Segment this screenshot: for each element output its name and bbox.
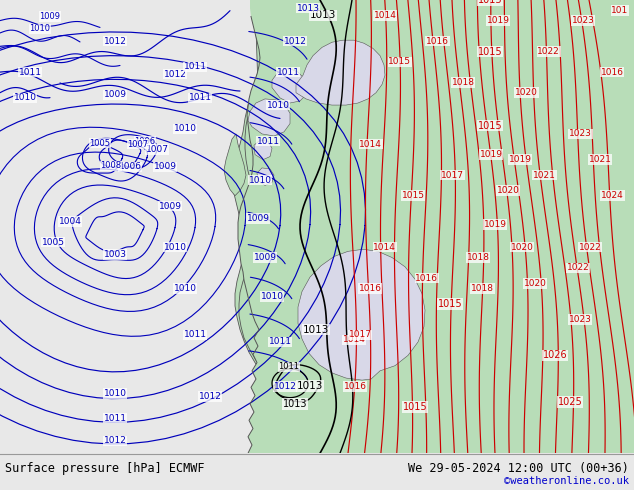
- Polygon shape: [238, 0, 634, 453]
- Text: 1022: 1022: [538, 47, 560, 56]
- Text: 1016: 1016: [426, 37, 449, 46]
- Text: 1016: 1016: [415, 273, 438, 283]
- Text: 1015: 1015: [388, 57, 411, 66]
- Text: 1014: 1014: [373, 11, 396, 20]
- Text: 1010: 1010: [13, 94, 37, 102]
- Text: 1019: 1019: [486, 16, 510, 25]
- Text: 1023: 1023: [571, 16, 594, 25]
- Text: 1013: 1013: [283, 399, 307, 409]
- Polygon shape: [248, 99, 290, 136]
- Polygon shape: [254, 140, 272, 160]
- Text: 1006: 1006: [119, 162, 141, 171]
- Text: 1004: 1004: [58, 217, 81, 226]
- Text: 1010: 1010: [164, 243, 186, 252]
- Text: 1022: 1022: [579, 243, 602, 252]
- Text: 1005: 1005: [89, 139, 110, 147]
- Text: 1010: 1010: [174, 124, 197, 133]
- Text: 1020: 1020: [524, 279, 547, 288]
- Text: 1013: 1013: [297, 381, 323, 392]
- Text: 1016: 1016: [344, 382, 366, 391]
- Text: 1011: 1011: [278, 362, 299, 371]
- Text: 1010: 1010: [261, 292, 283, 301]
- Text: 1021: 1021: [588, 155, 611, 164]
- Text: 101: 101: [611, 6, 629, 15]
- Text: 1014: 1014: [359, 140, 382, 149]
- Text: 1011: 1011: [183, 62, 207, 72]
- Text: 1026: 1026: [543, 350, 567, 360]
- Text: 1016: 1016: [600, 68, 623, 76]
- Text: 1011: 1011: [276, 68, 299, 76]
- Text: 1012: 1012: [283, 37, 306, 46]
- Text: 1006: 1006: [134, 137, 155, 146]
- Text: 1023: 1023: [569, 315, 592, 324]
- Text: 1011: 1011: [269, 338, 292, 346]
- Polygon shape: [272, 68, 308, 103]
- Text: 1021: 1021: [533, 171, 556, 180]
- Text: 1020: 1020: [515, 88, 538, 97]
- Text: 1007: 1007: [145, 145, 169, 154]
- Text: 1011: 1011: [183, 330, 207, 339]
- Text: 1011: 1011: [188, 94, 212, 102]
- Text: ©weatheronline.co.uk: ©weatheronline.co.uk: [504, 476, 629, 486]
- Text: 1010: 1010: [30, 24, 51, 33]
- Text: 1015: 1015: [477, 47, 502, 56]
- Text: 1019: 1019: [484, 220, 507, 229]
- Text: 1010: 1010: [103, 389, 127, 398]
- Text: 1022: 1022: [567, 263, 590, 272]
- Text: 1009: 1009: [247, 214, 269, 223]
- Polygon shape: [257, 168, 274, 185]
- Text: We 29-05-2024 12:00 UTC (00+36): We 29-05-2024 12:00 UTC (00+36): [408, 462, 629, 475]
- Text: 1016: 1016: [358, 284, 382, 293]
- Text: 1013: 1013: [303, 325, 329, 335]
- Polygon shape: [224, 134, 246, 196]
- Text: 1020: 1020: [510, 243, 534, 252]
- Text: 1009: 1009: [254, 253, 276, 262]
- Text: Surface pressure [hPa] ECMWF: Surface pressure [hPa] ECMWF: [5, 462, 205, 475]
- Text: 1015: 1015: [403, 402, 427, 412]
- Text: 1013: 1013: [297, 4, 320, 13]
- Text: 1015: 1015: [401, 191, 425, 200]
- Text: 1009: 1009: [39, 12, 60, 21]
- Polygon shape: [298, 249, 425, 380]
- Text: 1008: 1008: [100, 161, 122, 171]
- Polygon shape: [233, 0, 573, 432]
- Text: 1019: 1019: [480, 150, 503, 159]
- Text: 1012: 1012: [198, 392, 221, 401]
- Polygon shape: [296, 40, 385, 105]
- Text: 1019: 1019: [508, 155, 531, 164]
- Text: 1012: 1012: [164, 70, 186, 79]
- Text: 1010: 1010: [266, 100, 290, 110]
- Text: 1015: 1015: [477, 121, 502, 131]
- Text: 1011: 1011: [103, 414, 127, 423]
- Text: 1014: 1014: [373, 243, 396, 252]
- Text: 1012: 1012: [103, 437, 126, 445]
- Text: 1018: 1018: [467, 253, 489, 262]
- Text: 1012: 1012: [103, 37, 126, 46]
- Text: 1018: 1018: [471, 284, 494, 293]
- Text: 1009: 1009: [153, 162, 176, 171]
- Text: 1017: 1017: [441, 171, 464, 180]
- Text: 1011: 1011: [257, 137, 280, 146]
- Text: 1012: 1012: [273, 382, 297, 391]
- Text: 1015: 1015: [477, 0, 502, 5]
- Text: 1009: 1009: [158, 201, 181, 211]
- Text: 1023: 1023: [569, 129, 592, 138]
- Text: 1013: 1013: [310, 10, 336, 21]
- Text: 1010: 1010: [174, 284, 197, 293]
- Text: 1009: 1009: [103, 90, 127, 99]
- Text: 1011: 1011: [18, 68, 41, 76]
- Text: 1010: 1010: [249, 176, 271, 185]
- Text: 1007: 1007: [127, 140, 148, 149]
- Text: 1005: 1005: [41, 238, 65, 246]
- Text: 1017: 1017: [349, 330, 372, 339]
- Polygon shape: [374, 44, 471, 111]
- Text: 1025: 1025: [558, 397, 583, 407]
- Text: 1020: 1020: [496, 186, 519, 195]
- Text: 1014: 1014: [342, 336, 365, 344]
- Text: 1024: 1024: [601, 191, 624, 200]
- Text: 1003: 1003: [103, 250, 127, 259]
- Text: 1018: 1018: [451, 78, 475, 87]
- Text: 1015: 1015: [437, 299, 462, 309]
